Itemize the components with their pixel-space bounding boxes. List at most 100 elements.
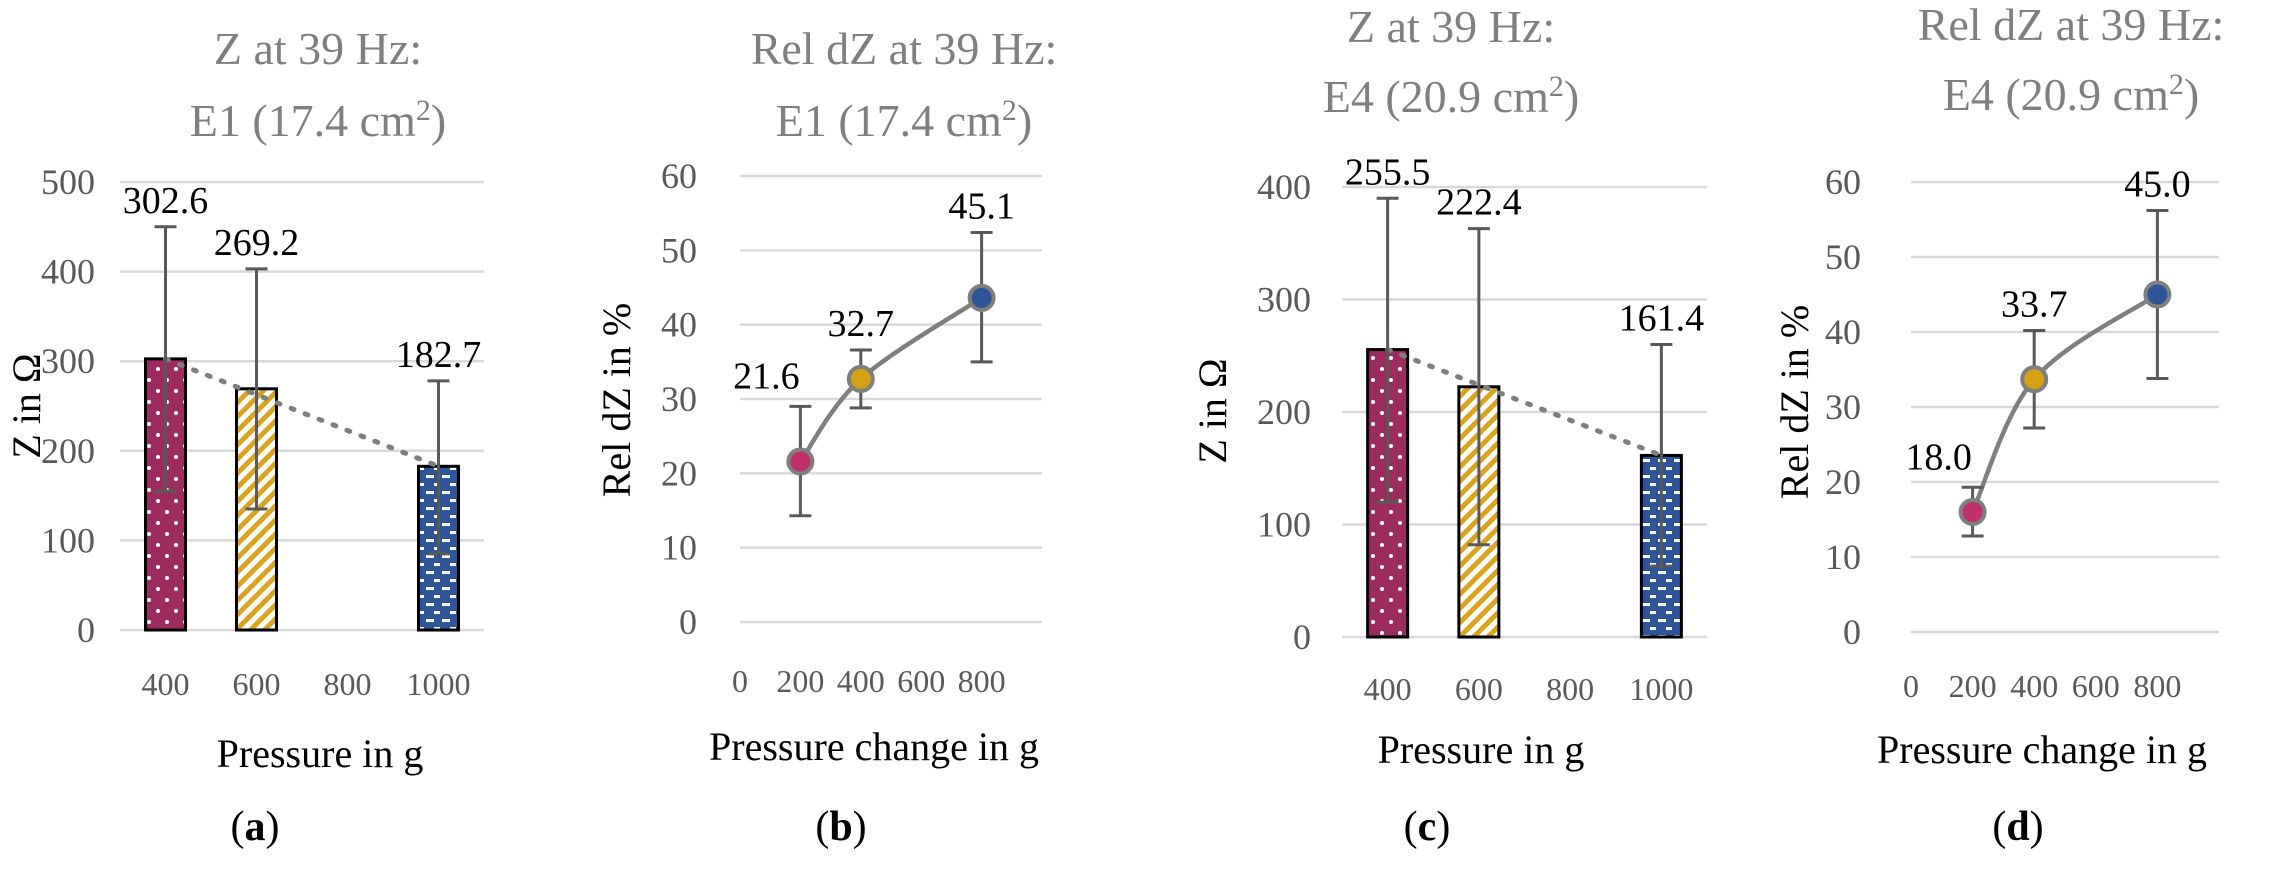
x-tick-label: 200 <box>1949 668 1997 704</box>
panel-letter: a <box>245 804 266 850</box>
series-line <box>1970 292 2159 513</box>
y-tick-label: 0 <box>679 602 697 642</box>
panel-letter: b <box>829 804 852 850</box>
y-tick-label: 30 <box>661 379 697 419</box>
data-label: 269.2 <box>214 222 300 264</box>
data-label: 33.7 <box>2001 284 2068 326</box>
y-tick-label: 400 <box>1257 167 1311 207</box>
chart-title-line1: Rel dZ at 39 Hz: <box>751 23 1058 74</box>
chart-panel-c: Z at 39 Hz: E4 (20.9 cm2) 0 100 200 300 400 400… <box>1190 1 1707 850</box>
y-tick-label: 10 <box>1825 537 1861 577</box>
y-tick-label: 60 <box>661 156 697 196</box>
x-tick-label: 200 <box>776 663 824 699</box>
data-point <box>967 283 996 312</box>
trendline <box>163 356 441 469</box>
data-label: 32.7 <box>828 303 895 345</box>
data-label: 182.7 <box>396 334 482 376</box>
x-axis-label: Pressure change in g <box>1877 727 2207 772</box>
title-close: ) <box>1017 95 1032 146</box>
x-tick-label: 800 <box>958 663 1006 699</box>
x-tick-label: 0 <box>1903 668 1919 704</box>
x-tick-label: 1000 <box>407 666 471 702</box>
panel-label: (a) <box>231 804 280 850</box>
title-superscript: 2 <box>416 94 431 127</box>
panel-label: (d) <box>1992 804 2043 850</box>
y-axis-label: Z in Ω <box>1190 358 1235 463</box>
x-tick-label: 400 <box>837 663 885 699</box>
y-tick-label: 40 <box>661 305 697 345</box>
title-close: ) <box>1564 71 1579 122</box>
y-tick-label: 30 <box>1825 387 1861 427</box>
chart-title-line1: Z at 39 Hz: <box>1347 1 1555 52</box>
y-tick-label: 40 <box>1825 312 1861 352</box>
data-label: 222.4 <box>1436 182 1522 224</box>
chart-title-line1: Z at 39 Hz: <box>214 23 422 74</box>
data-label: 161.4 <box>1619 298 1705 340</box>
y-tick-label: 50 <box>661 230 697 270</box>
x-tick-label: 600 <box>2072 668 2120 704</box>
data-point <box>2143 280 2172 309</box>
data-point <box>1958 498 1987 526</box>
panel-paren-close: ) <box>266 804 280 850</box>
x-tick-label: 400 <box>142 666 190 702</box>
y-tick-label: 0 <box>77 610 95 650</box>
title-close: ) <box>2184 69 2199 120</box>
panel-letter: c <box>1418 804 1437 850</box>
y-tick-label: 0 <box>1843 612 1861 652</box>
y-tick-label: 300 <box>1257 280 1311 320</box>
y-tick-label: 100 <box>41 520 95 560</box>
x-tick-label: 600 <box>897 663 945 699</box>
panel-paren-open: ( <box>1992 804 2006 850</box>
title-text: E1 (17.4 cm <box>776 95 1002 146</box>
x-axis-label: Pressure change in g <box>709 724 1039 769</box>
title-close: ) <box>431 95 446 146</box>
y-tick-label: 20 <box>661 453 697 493</box>
data-label: 21.6 <box>733 355 800 397</box>
x-tick-label: 400 <box>1364 671 1412 707</box>
y-tick-label: 300 <box>41 341 95 381</box>
panel-paren-close: ) <box>2030 804 2044 850</box>
data-point <box>786 447 815 476</box>
chart-title-line2: E1 (17.4 cm2) <box>190 94 446 146</box>
panel-paren-open: ( <box>1404 804 1418 850</box>
panel-paren-open: ( <box>815 804 829 850</box>
y-tick-label: 60 <box>1825 162 1861 202</box>
y-tick-label: 400 <box>41 252 95 292</box>
x-tick-label: 800 <box>2133 668 2181 704</box>
y-tick-label: 500 <box>41 162 95 202</box>
data-label: 45.1 <box>948 185 1015 227</box>
x-tick-label: 600 <box>1455 671 1503 707</box>
y-tick-label: 20 <box>1825 462 1861 502</box>
panel-label: (b) <box>815 804 866 850</box>
data-label: 18.0 <box>1905 436 1972 478</box>
x-tick-label: 800 <box>324 666 372 702</box>
y-tick-label: 0 <box>1293 617 1311 657</box>
x-axis-label: Pressure in g <box>217 731 424 776</box>
y-axis-label: Z in Ω <box>4 353 49 458</box>
chart-panel-a: Z at 39 Hz: E1 (17.4 cm2) 0 100 200 300 400 500… <box>4 23 484 850</box>
chart-panel-b: Rel dZ at 39 Hz:E1 (17.4 cm2)01020304050… <box>594 23 1057 850</box>
x-tick-label: 800 <box>1546 671 1594 707</box>
y-axis-label: Rel dZ in % <box>594 303 639 497</box>
x-tick-label: 1000 <box>1629 671 1693 707</box>
panel-paren-open: ( <box>231 804 245 850</box>
data-label: 45.0 <box>2124 164 2191 206</box>
title-text: E4 (20.9 cm <box>1943 69 2169 120</box>
data-label: 255.5 <box>1345 151 1431 193</box>
trendline <box>1385 347 1664 458</box>
data-point <box>846 364 875 393</box>
chart-title-line2: E4 (20.9 cm2) <box>1323 70 1579 122</box>
chart-panel-d: Rel dZ at 39 Hz:E4 (20.9 cm2)01020304050… <box>1772 0 2224 850</box>
x-axis-label: Pressure in g <box>1378 727 1585 772</box>
title-superscript: 2 <box>1549 70 1564 103</box>
panel-letter: d <box>2006 804 2029 850</box>
data-label: 302.6 <box>123 180 209 222</box>
panels: Z at 39 Hz:E1 (17.4 cm2)0100200300400500… <box>4 0 2224 850</box>
chart-title-line2: E4 (20.9 cm2) <box>1943 68 2199 120</box>
title-superscript: 2 <box>2169 68 2184 101</box>
y-tick-label: 200 <box>41 431 95 471</box>
data-point <box>2020 365 2049 394</box>
title-text: E1 (17.4 cm <box>190 95 416 146</box>
title-text: E4 (20.9 cm <box>1323 71 1549 122</box>
